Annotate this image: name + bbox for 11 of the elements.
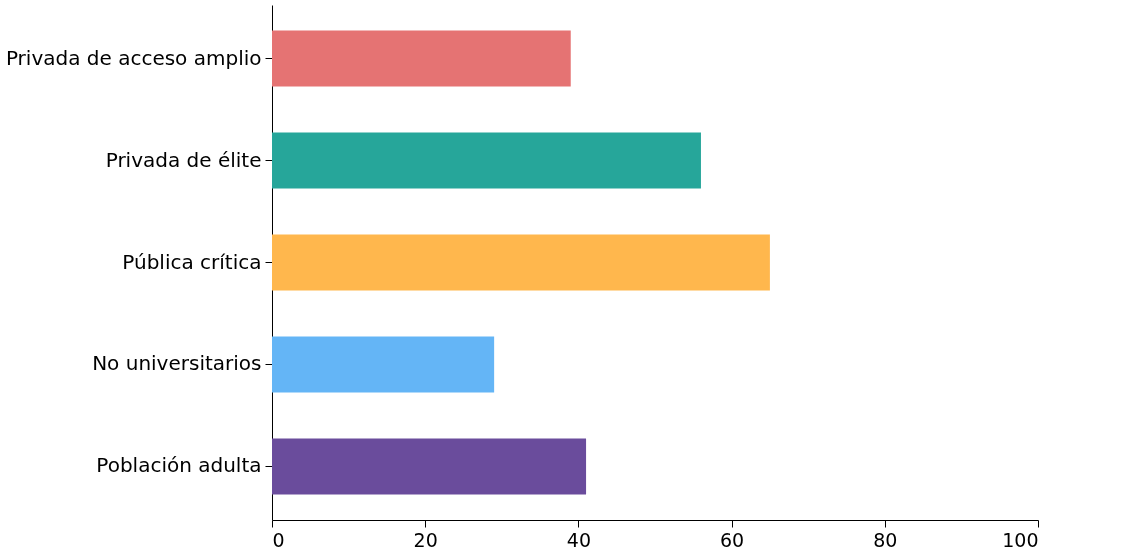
x-tick-label: 80	[873, 528, 898, 551]
x-tick-label: 100	[1002, 528, 1039, 551]
y-tick-label: Pública crítica	[122, 249, 262, 274]
x-tick-label: 20	[413, 528, 438, 551]
y-tick-label: Privada de acceso amplio	[5, 45, 262, 70]
y-tick-label: Población adulta	[96, 453, 262, 478]
y-tick-label: Privada de élite	[105, 147, 262, 172]
x-tick-label: 40	[566, 528, 591, 551]
x-tick-label: 60	[720, 528, 745, 551]
x-tick-label: 0	[272, 528, 285, 551]
y-tick-label: No universitarios	[92, 351, 262, 376]
